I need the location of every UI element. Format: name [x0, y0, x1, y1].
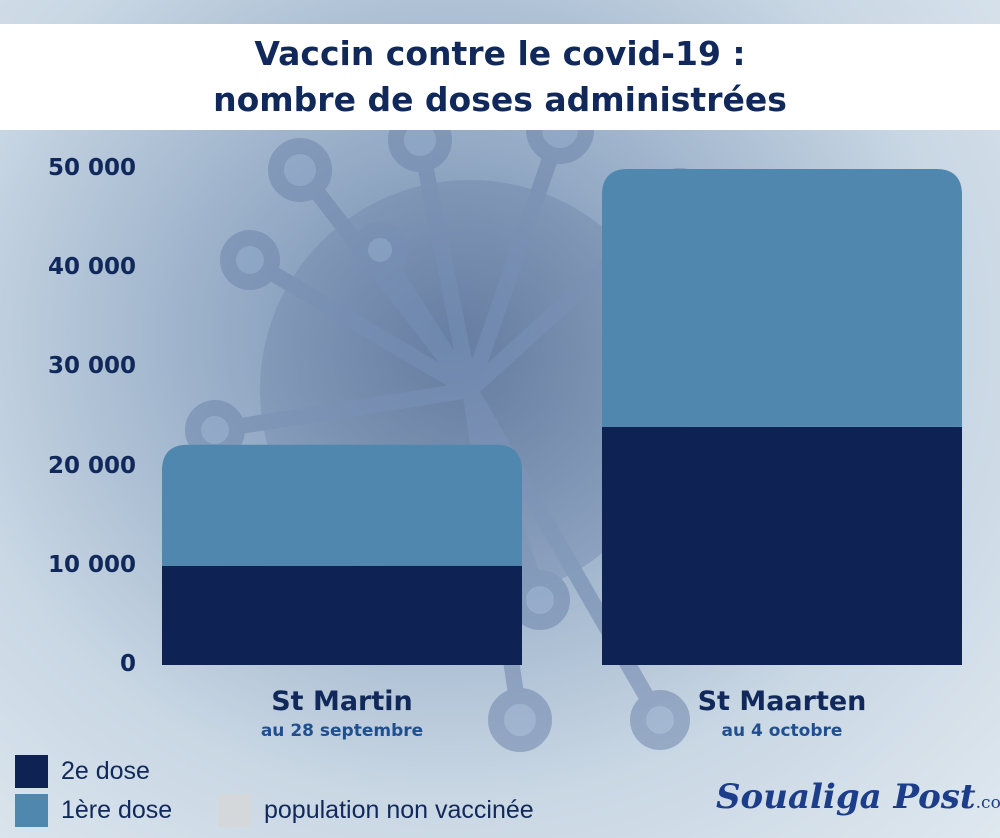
logo-text: Soualiga Post	[716, 777, 976, 817]
soualiga-post-logo: Soualiga Post.com	[716, 777, 1000, 817]
bar-dose1-st-martin	[162, 444, 522, 566]
legend-label: population non vaccinée	[264, 796, 534, 824]
legend-swatch	[15, 755, 48, 788]
category-date: au 4 octobre	[721, 721, 843, 741]
category-st-maarten: St Maarten au 4 octobre	[580, 686, 984, 741]
category-st-martin: St Martin au 28 septembre	[140, 686, 544, 741]
y-tick-label: 10 000	[47, 551, 136, 578]
y-tick-label: 0	[119, 651, 136, 677]
category-label: St Martin	[271, 686, 413, 717]
chart-title-line2: nombre de doses administrées	[213, 80, 787, 119]
legend-label: 2e dose	[61, 757, 150, 785]
y-tick-label: 30 000	[47, 353, 136, 380]
y-tick-label: 40 000	[47, 254, 136, 281]
logo-suffix: .com	[975, 793, 1000, 813]
legend-swatch	[218, 794, 251, 827]
title-banner	[0, 24, 1000, 130]
category-label: St Maarten	[697, 686, 867, 717]
legend-label: 1ère dose	[61, 796, 173, 824]
bar-dose2-st-martin	[162, 565, 522, 665]
legend-swatch	[15, 794, 48, 827]
bar-dose2-st-maarten	[602, 426, 962, 665]
chart-title-line1: Vaccin contre le covid-19 :	[254, 34, 746, 73]
bar-dose1-st-maarten	[602, 169, 962, 427]
y-tick-label: 50 000	[47, 155, 136, 181]
category-date: au 28 septembre	[260, 721, 424, 741]
y-tick-label: 20 000	[47, 452, 136, 479]
